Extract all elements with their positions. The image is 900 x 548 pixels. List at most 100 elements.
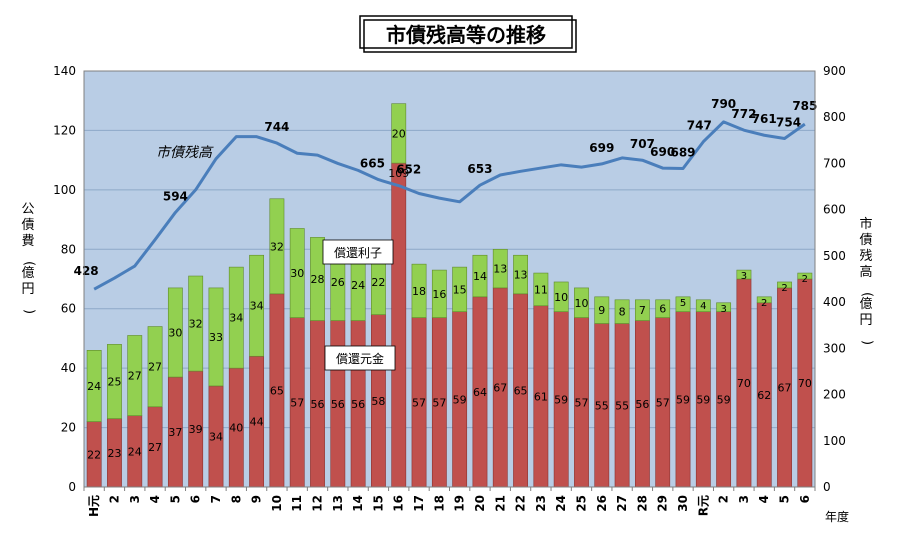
bar-interest-label: 30 [168, 326, 182, 339]
debt-balance-label: 744 [264, 120, 289, 134]
left-y-tick-label: 80 [61, 242, 76, 256]
bar-interest [533, 272, 549, 307]
debt-balance-label: 761 [752, 112, 777, 126]
bar-interest [634, 299, 650, 321]
bar-interest [695, 299, 711, 312]
bar-interest [655, 299, 671, 318]
right-y-tick-label: 500 [823, 249, 846, 263]
bar-interest-label: 13 [493, 263, 507, 276]
bar-principal-label: 67 [493, 381, 507, 394]
bar-interest-label: 28 [311, 273, 325, 286]
bar-interest-label: 26 [331, 276, 345, 289]
x-tick-label: 29 [656, 495, 670, 512]
bar-interest-label: 32 [189, 318, 203, 331]
debt-balance-label: 754 [776, 115, 801, 129]
bar-interest [594, 296, 610, 324]
x-tick-label: 22 [514, 495, 528, 512]
x-tick-label: 15 [371, 495, 385, 512]
x-tick-label: 4 [757, 495, 771, 503]
x-tick-label: 9 [250, 495, 264, 503]
debt-balance-label: 772 [731, 107, 756, 121]
bar-labels: 2224232524272727373039323433403444346532… [87, 127, 812, 461]
right-y-axis-label: 市債残高(億円) [859, 216, 874, 345]
x-tick-label: 5 [778, 495, 792, 503]
bar-interest [86, 350, 102, 422]
bar-interest-label: 2 [802, 274, 808, 285]
bar-interest [736, 269, 752, 280]
x-tick-label: 26 [595, 495, 609, 512]
x-tick-label: 21 [493, 495, 507, 512]
bar-interest-label: 2 [781, 283, 787, 294]
x-tick-label: 27 [615, 495, 629, 512]
interest-callout-box [322, 239, 394, 265]
bar-principal-label: 24 [128, 445, 142, 458]
bar-interest [431, 269, 447, 318]
bar-interest-label: 16 [432, 288, 446, 301]
bar-interest-label: 8 [619, 306, 626, 319]
left-y-tick-label: 60 [61, 302, 76, 316]
bar-interest-label: 11 [534, 283, 548, 296]
left-y-tick-labels: 0 20 40 60 80 100 120 140 [53, 64, 76, 494]
bar-principal-label: 58 [371, 395, 385, 408]
x-tick-label: 2 [107, 495, 121, 503]
bar-interest [675, 296, 691, 312]
right-y-tick-labels: 0 100 200 300 400 500 600 700 800 900 [823, 64, 846, 494]
debt-balance-label: 594 [163, 189, 188, 203]
debt-balance-label: 699 [589, 141, 614, 155]
bar-principal-label: 61 [534, 390, 548, 403]
x-tick-label: 18 [432, 495, 446, 512]
bar-interest-label: 10 [574, 297, 588, 310]
right-y-tick-label: 200 [823, 388, 846, 402]
bar-principal-label: 109 [388, 167, 409, 180]
bar-interest [472, 254, 488, 298]
debt-balance-label: 707 [630, 137, 655, 151]
bar-principal-label: 70 [737, 377, 751, 390]
bar-interest-label: 2 [761, 298, 767, 309]
bar-interest [614, 299, 630, 324]
x-tick-label: R元 [696, 495, 710, 516]
bar-interest-label: 34 [229, 312, 243, 325]
bar-interest-label: 24 [87, 380, 101, 393]
x-tick-label: 25 [574, 495, 588, 512]
bar-interest-label: 9 [598, 304, 605, 317]
x-tick-label: 3 [737, 495, 751, 503]
x-tick-label: 28 [635, 495, 649, 512]
debt-balance-label: 652 [396, 163, 421, 177]
right-y-tick-label: 800 [823, 110, 846, 124]
bar-interest [127, 335, 143, 416]
x-tick-labels: H元 2 3 4 5 6 7 8 9 10 11 12 13 14 15 16 17 18 19 20 21 22 23 24… [87, 495, 812, 517]
bar-interest-label: 4 [700, 301, 706, 312]
right-y-tick-label: 100 [823, 434, 846, 448]
x-tick-label: 6 [189, 495, 203, 503]
bar-principal-label: 39 [189, 423, 203, 436]
bar-interest-label: 27 [148, 361, 162, 374]
bar-principal-label: 57 [412, 396, 426, 409]
bar-interest-label: 15 [453, 283, 467, 296]
bar-interest-label: 25 [107, 376, 121, 389]
bar-principal-label: 44 [250, 416, 264, 429]
x-tick-label: 16 [392, 495, 406, 512]
x-tick-label: H元 [87, 495, 101, 517]
bar-principal-label: 70 [798, 377, 812, 390]
bar-principal-label: 62 [757, 389, 771, 402]
bar-interest [269, 198, 285, 295]
bar-interest-label: 18 [412, 285, 426, 298]
bar-interest-label: 32 [270, 240, 284, 253]
debt-balance-polyline [93, 120, 806, 291]
debt-balance-line [93, 120, 806, 291]
debt-balance-label: 690 [650, 145, 675, 159]
right-y-tick-label: 300 [823, 341, 846, 355]
bar-interest [391, 103, 407, 164]
bar-interest [513, 254, 528, 295]
x-tick-label: 11 [290, 495, 304, 512]
bar-principal-label: 64 [473, 386, 487, 399]
bar-interest [777, 281, 792, 289]
x-tick-label: 23 [534, 495, 548, 512]
bar-interest [147, 326, 163, 408]
title-box [359, 15, 573, 49]
x-tick-label: 12 [311, 495, 325, 512]
interest-callout-label: 償還利子 [334, 246, 382, 260]
x-tick-label: 7 [209, 495, 223, 503]
bar-interest-label: 14 [473, 270, 487, 283]
bar-interest [228, 266, 244, 369]
